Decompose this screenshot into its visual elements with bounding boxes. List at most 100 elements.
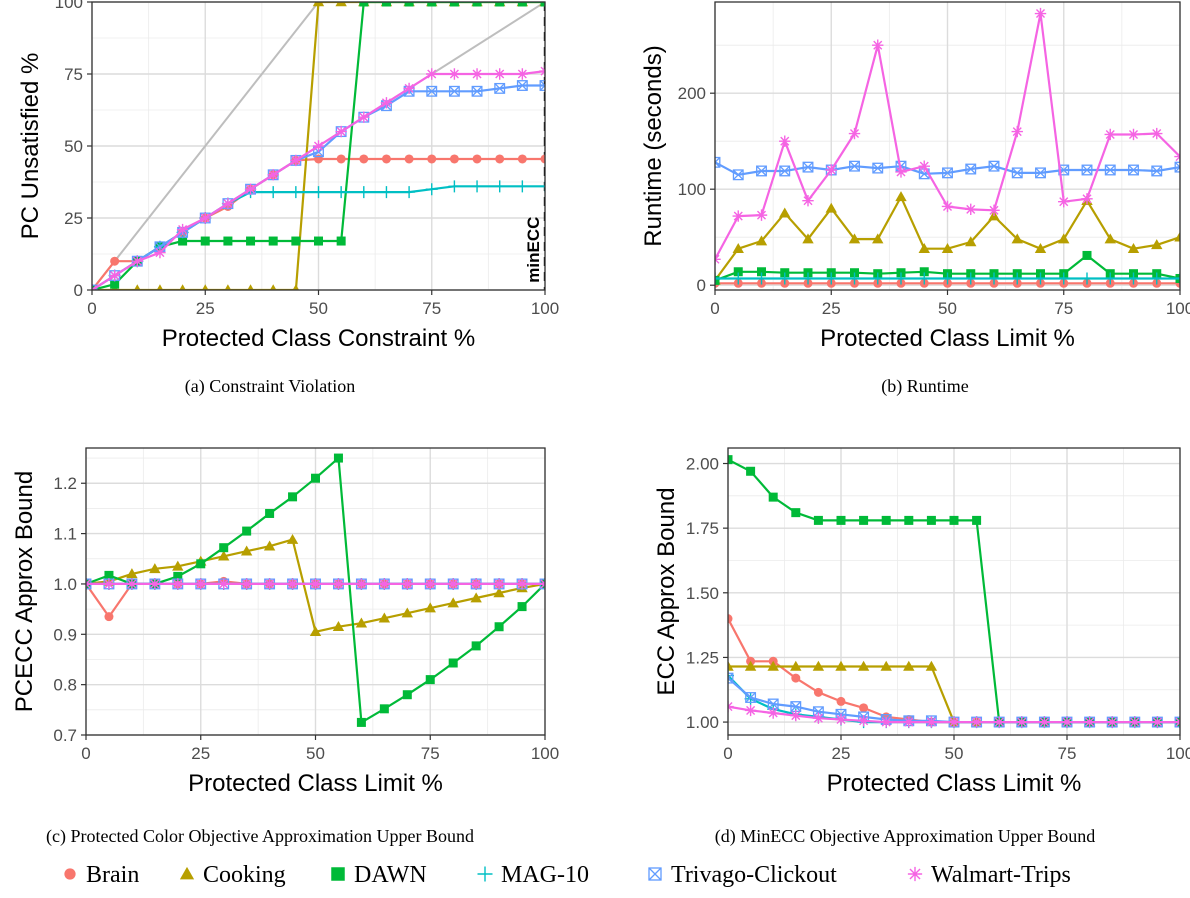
data-point <box>1151 716 1164 728</box>
data-point <box>472 2 482 7</box>
data-point <box>1104 272 1117 285</box>
data-point <box>110 256 120 266</box>
y-tick-label: 200 <box>678 84 706 103</box>
data-point <box>402 690 412 700</box>
data-point <box>470 592 482 603</box>
legend-key <box>477 866 493 882</box>
data-point <box>972 515 982 525</box>
data-point <box>895 166 907 178</box>
data-point <box>447 578 459 590</box>
data-point <box>859 515 869 525</box>
data-point <box>1034 272 1047 285</box>
data-point <box>872 39 884 51</box>
x-tick-label: 100 <box>531 299 559 318</box>
legend-label: Trivago-Clickout <box>671 862 837 888</box>
data-point <box>859 703 869 713</box>
reference-line-0 <box>92 2 320 290</box>
data-point <box>728 614 733 624</box>
data-point <box>1058 195 1070 208</box>
y-axis-title: Runtime (seconds) <box>640 45 667 246</box>
data-point <box>903 660 915 671</box>
data-point <box>240 545 253 556</box>
axes: 0 25 50 75 100 0 100 200 <box>678 84 1190 318</box>
data-point <box>1035 167 1046 179</box>
data-point <box>756 165 767 177</box>
data-point <box>269 284 277 290</box>
data-point <box>881 515 891 525</box>
legend: Brain Cooking DAWN MAG-10 Trivago-Clickout Wa… <box>64 862 1071 888</box>
y-tick-label: 1.25 <box>686 648 719 667</box>
data-point <box>359 2 369 7</box>
panel-caption: (b) Runtime <box>881 376 969 397</box>
data-point <box>427 2 437 7</box>
data-point <box>1174 231 1180 242</box>
data-point <box>154 246 166 259</box>
data-point <box>993 716 1005 728</box>
data-point <box>195 578 207 590</box>
data-point <box>312 186 325 199</box>
data-point <box>355 578 368 590</box>
x-tick-label: 0 <box>723 744 732 763</box>
data-point <box>401 578 413 590</box>
series-cooking <box>86 533 545 637</box>
x-tick-label: 25 <box>191 744 210 763</box>
data-point <box>196 559 206 569</box>
x-tick-label: 100 <box>531 744 559 763</box>
data-point <box>494 68 506 80</box>
data-point <box>200 236 210 246</box>
data-point <box>728 669 734 682</box>
data-point <box>424 602 436 613</box>
x-tick-label: 75 <box>1054 299 1073 318</box>
data-point <box>872 233 884 244</box>
legend-label: DAWN <box>354 862 427 888</box>
panel-caption: (a) Constraint Violation <box>185 376 356 397</box>
data-point <box>426 68 438 80</box>
y-tick-label: 100 <box>678 180 706 199</box>
data-point <box>268 236 278 246</box>
data-point <box>448 180 461 193</box>
y-tick-label: 0 <box>74 281 83 300</box>
x-tick-label: 50 <box>306 744 325 763</box>
data-point <box>1034 7 1047 20</box>
x-tick-label: 75 <box>1058 744 1077 763</box>
y-tick-label: 2.00 <box>686 455 719 474</box>
data-point <box>970 716 983 728</box>
data-point <box>218 550 230 561</box>
data-point <box>1057 272 1070 285</box>
data-point <box>292 284 300 290</box>
data-point <box>470 578 482 590</box>
x-tick-label: 25 <box>822 299 841 318</box>
data-point <box>779 207 791 218</box>
data-point <box>448 658 458 668</box>
data-point <box>471 85 483 97</box>
data-point <box>149 578 161 590</box>
data-point <box>941 243 954 253</box>
axes: 0 25 50 75 100 0 25 50 75 100 <box>55 0 560 318</box>
data-point <box>871 272 884 285</box>
data-point <box>895 191 907 202</box>
legend-item-walmart-trips: Walmart-Trips <box>907 862 1071 888</box>
data-point <box>247 284 254 290</box>
legend-key <box>648 867 662 881</box>
data-point <box>1081 272 1093 285</box>
x-tick-label: 50 <box>309 299 328 318</box>
data-point <box>919 267 929 277</box>
data-point <box>495 2 505 7</box>
data-point <box>359 154 369 164</box>
data-point <box>1127 272 1140 285</box>
data-point <box>267 169 279 181</box>
data-point <box>1082 250 1092 260</box>
data-point <box>1127 128 1140 141</box>
data-point <box>240 578 253 590</box>
legend-item-dawn: DAWN <box>331 862 427 888</box>
data-layer <box>86 453 545 727</box>
data-point <box>309 626 322 637</box>
data-point <box>335 2 347 7</box>
data-point <box>493 180 506 193</box>
data-point <box>903 716 915 728</box>
data-point <box>425 183 438 196</box>
data-point <box>494 622 504 632</box>
data-point <box>755 209 768 221</box>
series-walmart-trips <box>92 65 545 290</box>
data-point <box>156 284 164 290</box>
